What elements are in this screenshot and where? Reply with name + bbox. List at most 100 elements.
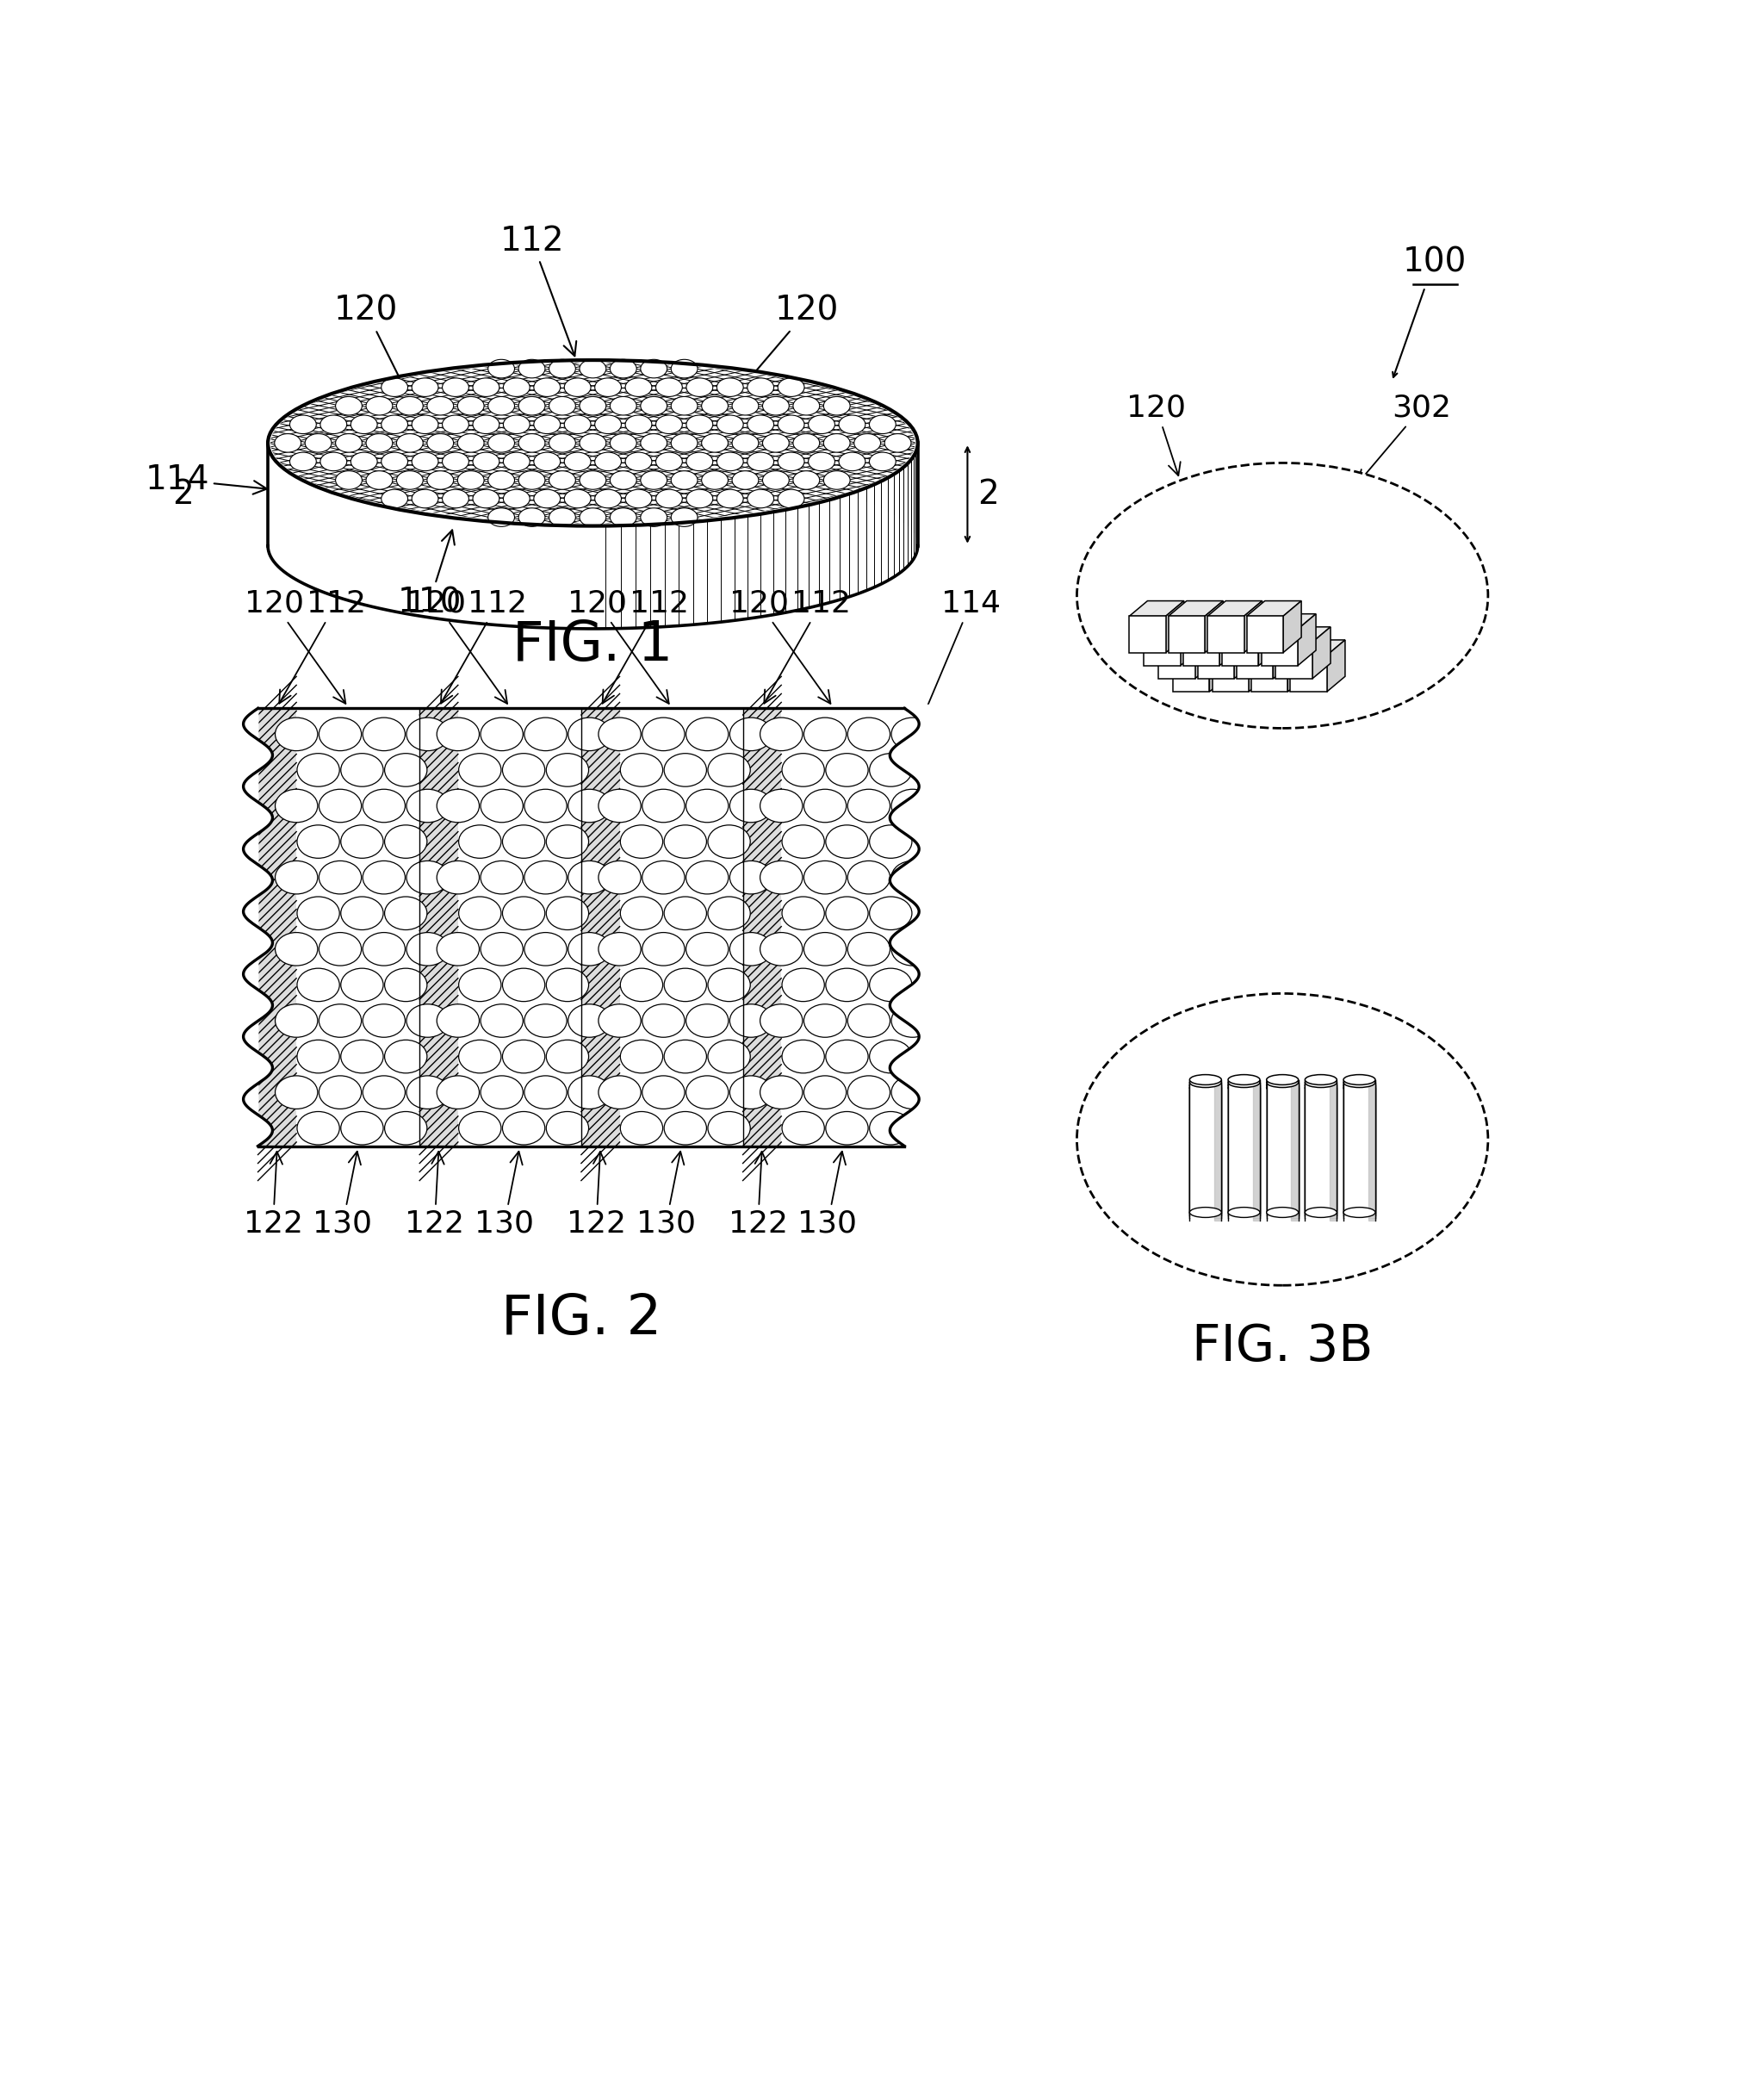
Text: FIG. 2: FIG. 2: [500, 1292, 662, 1346]
Ellipse shape: [351, 416, 377, 435]
Ellipse shape: [502, 754, 545, 788]
Ellipse shape: [363, 718, 405, 752]
Ellipse shape: [891, 718, 935, 752]
Ellipse shape: [610, 508, 636, 527]
Bar: [1343, 1088, 1376, 1220]
Polygon shape: [1172, 655, 1209, 691]
Ellipse shape: [436, 1004, 479, 1037]
Bar: [1190, 1088, 1221, 1220]
Ellipse shape: [594, 489, 622, 508]
Ellipse shape: [870, 1040, 912, 1073]
Ellipse shape: [320, 1004, 361, 1037]
Polygon shape: [1291, 640, 1344, 655]
Ellipse shape: [565, 378, 591, 397]
Ellipse shape: [620, 825, 664, 859]
Ellipse shape: [686, 932, 728, 966]
Ellipse shape: [730, 861, 773, 895]
Bar: [1266, 1086, 1298, 1218]
Bar: [1228, 1088, 1259, 1220]
Ellipse shape: [891, 790, 935, 823]
Ellipse shape: [782, 825, 825, 859]
Polygon shape: [1284, 601, 1301, 653]
Ellipse shape: [709, 1040, 750, 1073]
Polygon shape: [222, 706, 273, 1149]
Text: 120: 120: [742, 294, 839, 389]
Ellipse shape: [580, 508, 606, 527]
Ellipse shape: [406, 790, 448, 823]
Polygon shape: [1145, 630, 1181, 666]
Polygon shape: [1329, 1082, 1337, 1216]
Ellipse shape: [643, 790, 684, 823]
Ellipse shape: [782, 1111, 825, 1144]
Ellipse shape: [730, 932, 773, 966]
Ellipse shape: [406, 718, 448, 752]
Ellipse shape: [870, 754, 912, 788]
Ellipse shape: [320, 1075, 361, 1109]
Bar: [1343, 1086, 1376, 1218]
Polygon shape: [889, 706, 1560, 1149]
Ellipse shape: [717, 452, 743, 470]
Polygon shape: [1329, 1079, 1337, 1212]
Ellipse shape: [717, 378, 743, 397]
Ellipse shape: [384, 968, 427, 1002]
Ellipse shape: [778, 452, 804, 470]
Ellipse shape: [568, 1004, 610, 1037]
Ellipse shape: [549, 508, 575, 527]
Ellipse shape: [848, 790, 889, 823]
Polygon shape: [1212, 640, 1266, 655]
Ellipse shape: [1343, 1079, 1376, 1090]
Text: 112: 112: [280, 588, 367, 704]
Polygon shape: [1197, 643, 1233, 678]
Bar: [1304, 1079, 1337, 1212]
Ellipse shape: [1077, 462, 1489, 729]
Ellipse shape: [686, 378, 712, 397]
Ellipse shape: [641, 508, 667, 527]
Ellipse shape: [384, 825, 427, 859]
Ellipse shape: [335, 470, 361, 489]
Bar: [1343, 1079, 1376, 1212]
Ellipse shape: [568, 932, 610, 966]
Ellipse shape: [804, 861, 846, 895]
Polygon shape: [1197, 628, 1252, 643]
Polygon shape: [1252, 1088, 1259, 1220]
Polygon shape: [1195, 628, 1212, 678]
Ellipse shape: [443, 378, 469, 397]
Ellipse shape: [297, 968, 339, 1002]
Ellipse shape: [1304, 1077, 1337, 1088]
Ellipse shape: [459, 825, 502, 859]
Ellipse shape: [384, 897, 427, 930]
Ellipse shape: [891, 1075, 935, 1109]
Ellipse shape: [290, 452, 316, 470]
Polygon shape: [1212, 655, 1249, 691]
Ellipse shape: [763, 470, 789, 489]
Polygon shape: [1172, 640, 1228, 655]
Ellipse shape: [670, 359, 698, 378]
Polygon shape: [1223, 630, 1259, 666]
Text: 304: 304: [1351, 926, 1452, 1016]
Ellipse shape: [686, 489, 712, 508]
Ellipse shape: [533, 489, 561, 508]
Polygon shape: [1159, 628, 1212, 643]
Ellipse shape: [580, 397, 606, 416]
Polygon shape: [1129, 601, 1185, 615]
Ellipse shape: [717, 416, 743, 435]
Ellipse shape: [297, 897, 339, 930]
Text: 120: 120: [1127, 393, 1186, 475]
Ellipse shape: [848, 861, 889, 895]
Ellipse shape: [459, 1111, 502, 1144]
Ellipse shape: [565, 489, 591, 508]
Ellipse shape: [594, 378, 622, 397]
Text: 112: 112: [441, 588, 528, 704]
Ellipse shape: [823, 470, 849, 489]
Ellipse shape: [808, 452, 835, 470]
Polygon shape: [1275, 643, 1311, 678]
Ellipse shape: [717, 489, 743, 508]
Ellipse shape: [519, 508, 545, 527]
Ellipse shape: [610, 359, 636, 378]
Ellipse shape: [382, 416, 408, 435]
Ellipse shape: [709, 968, 750, 1002]
Ellipse shape: [702, 397, 728, 416]
Ellipse shape: [664, 897, 707, 930]
Ellipse shape: [436, 861, 479, 895]
Ellipse shape: [730, 790, 773, 823]
